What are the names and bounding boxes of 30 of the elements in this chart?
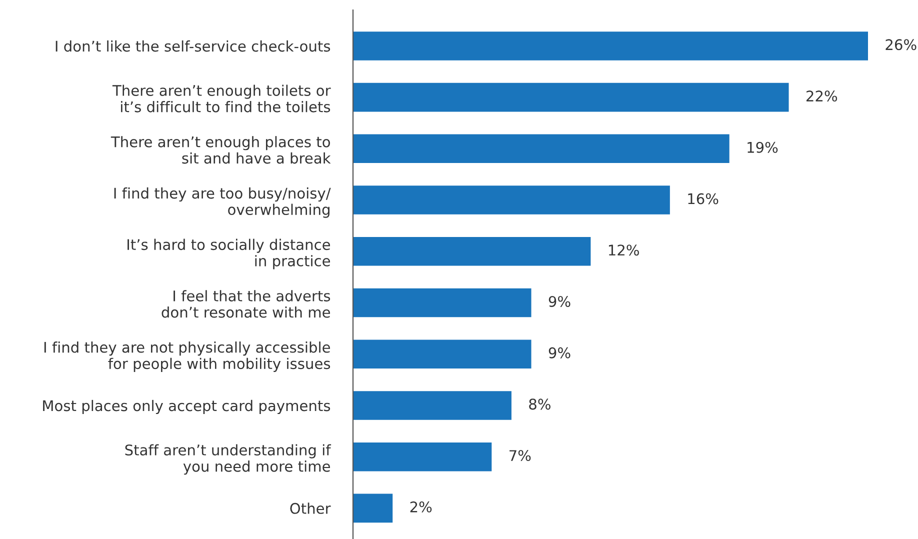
bar [353, 237, 591, 266]
data-label: 19% [748, 142, 778, 153]
bar [353, 494, 393, 523]
y-tick-label: Staff aren’t understanding if you need more time [125, 444, 332, 475]
bar [353, 82, 789, 112]
bar [353, 340, 532, 368]
y-tick-label: It’s hard to socially distance in practice [128, 238, 330, 270]
y-tick-label: I find they are not physically accessible for people with mobility issues [44, 342, 330, 372]
data-label: 7% [510, 450, 531, 462]
bar [353, 442, 492, 472]
bar [353, 32, 868, 60]
data-label: 9% [548, 347, 570, 358]
y-tick-label: There aren’t enough places to sit and have a break [110, 136, 331, 164]
bar [353, 186, 670, 214]
data-label: 2% [410, 501, 432, 512]
bar [353, 288, 532, 318]
data-label: 16% [688, 193, 718, 204]
data-label: 22% [806, 90, 838, 102]
y-tick-label: There aren’t enough toilets or it’s difficult to find the toilets [112, 84, 331, 112]
data-label: 8% [529, 398, 550, 410]
y-tick-label: I feel that the adverts don’t resonate with me [162, 290, 330, 318]
data-label: 12% [608, 244, 639, 256]
bar [353, 134, 730, 164]
bar [353, 391, 512, 420]
y-tick-label: I find they are too busy/noisy/ overwhelming [114, 187, 331, 218]
data-label: 9% [548, 296, 570, 307]
y-tick-label: I don’t like the self-service check-outs [56, 40, 330, 52]
data-label: 26% [886, 39, 916, 50]
y-tick-label: Most places only accept card payments [43, 400, 330, 414]
y-tick-label: Other [290, 502, 331, 514]
